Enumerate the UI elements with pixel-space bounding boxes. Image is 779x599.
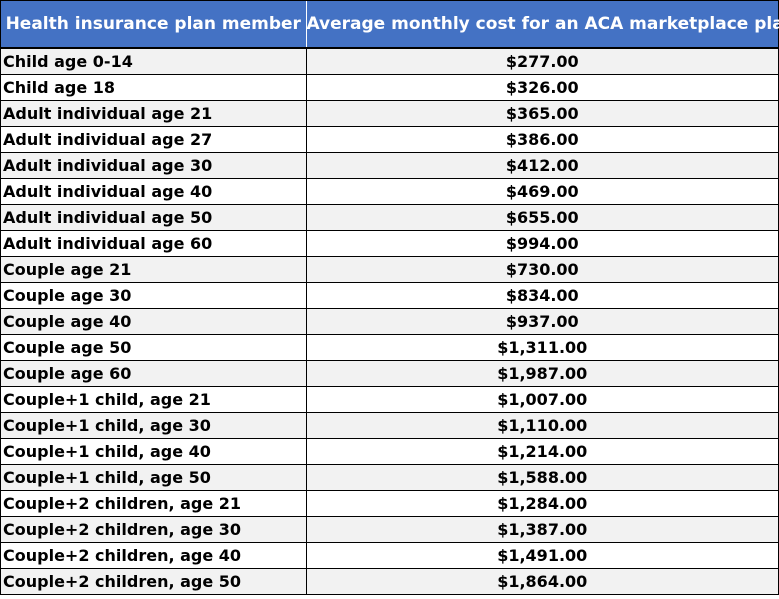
cost-cell: $1,110.00 [306, 412, 778, 439]
member-cell: Couple+2 children, age 21 [1, 490, 307, 517]
member-cell: Adult individual age 21 [1, 100, 307, 127]
table-row: Couple age 21 $730.00 [1, 256, 778, 283]
member-cell: Couple age 60 [1, 360, 307, 387]
table-row: Couple age 40 $937.00 [1, 308, 778, 335]
table-row: Couple+1 child, age 40 $1,214.00 [1, 438, 778, 465]
cost-cell: $1,864.00 [306, 568, 778, 594]
member-cell: Child age 0-14 [1, 48, 307, 75]
cost-cell: $386.00 [306, 126, 778, 153]
table-row: Couple+1 child, age 50 $1,588.00 [1, 464, 778, 491]
table-row: Couple+2 children, age 50 $1,864.00 [1, 568, 778, 594]
table-row: Child age 0-14 $277.00 [1, 48, 778, 75]
cost-cell: $834.00 [306, 282, 778, 309]
cost-cell: $730.00 [306, 256, 778, 283]
member-cell: Couple+1 child, age 40 [1, 438, 307, 465]
cost-cell: $412.00 [306, 152, 778, 179]
cost-cell: $469.00 [306, 178, 778, 205]
table-row: Adult individual age 50 $655.00 [1, 204, 778, 231]
table-row: Adult individual age 60 $994.00 [1, 230, 778, 257]
member-cell: Child age 18 [1, 74, 307, 101]
member-cell: Adult individual age 60 [1, 230, 307, 257]
header-row: Health insurance plan member Average mon… [1, 1, 779, 49]
member-cell: Couple age 40 [1, 308, 307, 335]
cost-cell: $1,987.00 [306, 360, 778, 387]
member-cell: Adult individual age 50 [1, 204, 307, 231]
table-row: Couple+2 children, age 30 $1,387.00 [1, 516, 778, 543]
header-member: Health insurance plan member [1, 1, 307, 49]
cost-cell: $1,588.00 [306, 464, 778, 491]
table-row: Adult individual age 21 $365.00 [1, 100, 778, 127]
table-row: Couple age 50 $1,311.00 [1, 334, 778, 361]
cost-cell: $1,311.00 [306, 334, 778, 361]
member-cell: Adult individual age 27 [1, 126, 307, 153]
cost-cell: $1,491.00 [306, 542, 778, 569]
table-row: Couple+1 child, age 30 $1,110.00 [1, 412, 778, 439]
member-cell: Couple age 21 [1, 256, 307, 283]
table-row: Couple age 60 $1,987.00 [1, 360, 778, 387]
cost-cell: $365.00 [306, 100, 778, 127]
member-cell: Couple+2 children, age 30 [1, 516, 307, 543]
cost-cell: $277.00 [306, 48, 778, 75]
table-row: Couple+2 children, age 21 $1,284.00 [1, 490, 778, 517]
cost-cell: $994.00 [306, 230, 778, 257]
cost-cell: $326.00 [306, 74, 778, 101]
cost-cell: $1,214.00 [306, 438, 778, 465]
table-row: Adult individual age 27 $386.00 [1, 126, 778, 153]
member-cell: Adult individual age 30 [1, 152, 307, 179]
cost-cell: $1,284.00 [306, 490, 778, 517]
member-cell: Couple age 50 [1, 334, 307, 361]
table-row: Couple+1 child, age 21 $1,007.00 [1, 386, 778, 413]
member-cell: Couple+2 children, age 50 [1, 568, 307, 594]
cost-cell: $1,387.00 [306, 516, 778, 543]
member-cell: Couple+1 child, age 21 [1, 386, 307, 413]
table-row: Adult individual age 30 $412.00 [1, 152, 778, 179]
member-cell: Couple+2 children, age 40 [1, 542, 307, 569]
member-cell: Couple+1 child, age 30 [1, 412, 307, 439]
member-cell: Couple+1 child, age 50 [1, 464, 307, 491]
header-cost: Average monthly cost for an ACA marketpl… [306, 1, 779, 49]
table-body: Child age 0-14 $277.00 Child age 18 $326.00… [1, 48, 778, 594]
cost-cell: $937.00 [306, 308, 778, 335]
table-row: Child age 18 $326.00 [1, 74, 778, 101]
table-row: Adult individual age 40 $469.00 [1, 178, 778, 205]
cost-cell: $655.00 [306, 204, 778, 231]
cost-cell: $1,007.00 [306, 386, 778, 413]
member-cell: Adult individual age 40 [1, 178, 307, 205]
table-row: Couple+2 children, age 40 $1,491.00 [1, 542, 778, 569]
table-row: Couple age 30 $834.00 [1, 282, 778, 309]
member-cell: Couple age 30 [1, 282, 307, 309]
